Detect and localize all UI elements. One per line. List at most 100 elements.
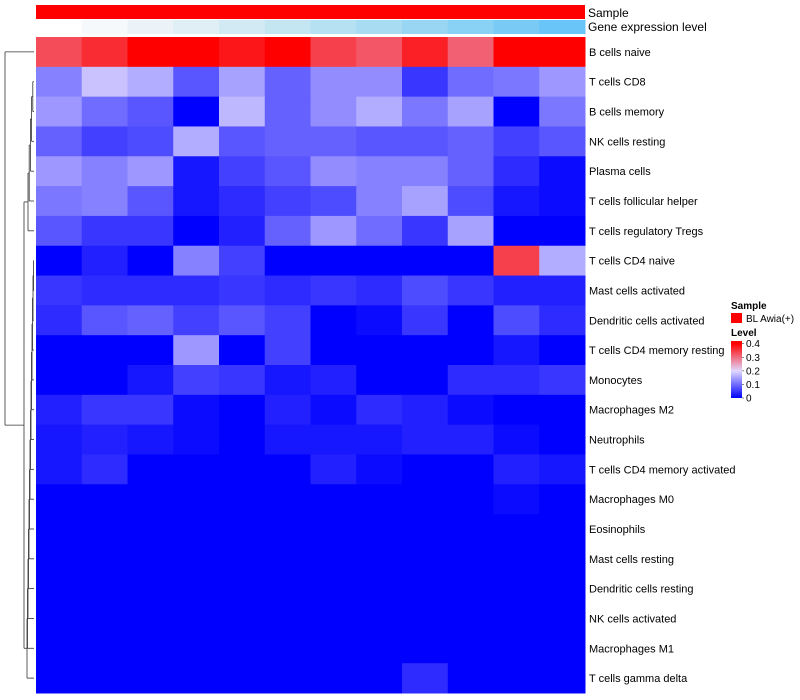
legend-sample-title: Sample: [731, 301, 767, 312]
heatmap-cell: [36, 335, 83, 366]
heatmap-cell: [36, 573, 83, 605]
heatmap-cell: [36, 275, 83, 306]
row-label: T cells gamma delta: [589, 673, 688, 685]
heatmap-cell: [447, 156, 494, 187]
heatmap-cell: [127, 37, 174, 68]
heatmap-cell: [264, 633, 311, 664]
legend-level-tick-label: 0.4: [746, 339, 760, 350]
legend-sample-entry: BL Awia(+): [746, 314, 794, 325]
heatmap-cell: [539, 573, 586, 605]
heatmap-cell: [356, 484, 403, 515]
heatmap-cell: [264, 37, 311, 68]
heatmap-cell: [36, 543, 83, 575]
heatmap-cell: [356, 96, 403, 127]
heatmap-cell: [264, 484, 311, 515]
heatmap-cell: [173, 245, 220, 277]
heatmap-cell: [310, 603, 357, 634]
heatmap-cell: [219, 245, 266, 277]
heatmap-cell: [539, 245, 586, 277]
heatmap-cell: [36, 365, 83, 396]
sample-annotation-label: Sample: [588, 6, 629, 20]
heatmap-cell: [264, 275, 311, 306]
heatmap-cell: [447, 245, 494, 277]
row-label: Mast cells activated: [589, 285, 685, 297]
heatmap-cell: [493, 514, 540, 545]
heatmap-cell: [310, 156, 357, 187]
heatmap-cell: [264, 305, 311, 336]
heatmap-cell: [81, 186, 128, 217]
heatmap-cell: [264, 514, 311, 545]
heatmap-cell: [493, 37, 540, 68]
heatmap-cell: [127, 245, 174, 277]
heatmap-cell: [539, 514, 586, 545]
heatmap-cell: [264, 663, 311, 694]
row-label: Mast cells resting: [589, 554, 674, 566]
row-label: Dendritic cells resting: [589, 584, 694, 596]
heatmap-cell: [402, 66, 449, 98]
legend-sample-swatch: [731, 313, 742, 323]
heatmap-cell: [356, 275, 403, 306]
heatmap-cell: [36, 603, 83, 634]
heatmap-cell: [173, 454, 220, 485]
heatmap-cell: [539, 543, 586, 575]
heatmap-cell: [402, 543, 449, 575]
heatmap-cell: [493, 186, 540, 217]
heatmap-cell: [539, 275, 586, 306]
heatmap-cell: [173, 365, 220, 396]
heatmap-cell: [447, 454, 494, 485]
heatmap-cell: [36, 96, 83, 127]
heatmap-cell: [539, 603, 586, 634]
heatmap-cell: [356, 633, 403, 664]
heatmap-cell: [493, 156, 540, 187]
heatmap-cell: [402, 633, 449, 664]
heatmap-cell: [493, 394, 540, 426]
heatmap-cell: [493, 663, 540, 694]
heatmap-cell: [219, 96, 266, 127]
heatmap-cell: [356, 394, 403, 426]
heatmap-cell: [402, 573, 449, 605]
heatmap-cell: [447, 484, 494, 515]
heatmap-cell: [264, 424, 311, 455]
heatmap-cell: [356, 514, 403, 545]
heatmap-cell: [81, 96, 128, 127]
heatmap-cell: [539, 394, 586, 426]
heatmap-cell: [173, 424, 220, 455]
heatmap-cell: [219, 275, 266, 306]
heatmap-cell: [264, 335, 311, 366]
heatmap-cell: [493, 484, 540, 515]
heatmap-cell: [402, 275, 449, 306]
heatmap-cell: [264, 573, 311, 605]
row-label: NK cells resting: [589, 136, 665, 148]
heatmap-cell: [447, 514, 494, 545]
heatmap-cell: [356, 424, 403, 455]
heatmap-cell: [264, 245, 311, 277]
gene-expression-annotation-cell: [493, 20, 540, 34]
heatmap-cell: [493, 215, 540, 247]
heatmap-cell: [127, 156, 174, 187]
heatmap-cell: [36, 126, 83, 157]
heatmap-cell: [310, 394, 357, 426]
legend: Sample BL Awia(+) Level 0.4 0.3 0.2 0.1 0: [731, 301, 794, 405]
legend-level-tick-label: 0.3: [746, 353, 760, 364]
heatmap-cell: [36, 156, 83, 187]
heatmap-cell: [402, 514, 449, 545]
heatmap-cell: [173, 305, 220, 336]
heatmap-cell: [81, 514, 128, 545]
heatmap-cell: [127, 514, 174, 545]
row-label: Monocytes: [589, 375, 643, 387]
heatmap-cell: [127, 305, 174, 336]
row-label: Macrophages M1: [589, 643, 674, 655]
heatmap-cell: [264, 156, 311, 187]
heatmap-cell: [402, 96, 449, 127]
heatmap-cell: [81, 335, 128, 366]
heatmap-cell: [447, 424, 494, 455]
heatmap-cell: [36, 37, 83, 68]
heatmap-cell: [539, 96, 586, 127]
sample-annotation-bar: [36, 5, 585, 19]
heatmap-cell: [264, 454, 311, 485]
heatmap-cell: [310, 484, 357, 515]
heatmap-cell: [402, 37, 449, 68]
heatmap-cell: [402, 484, 449, 515]
heatmap-cell: [310, 186, 357, 217]
heatmap-cell: [127, 186, 174, 217]
